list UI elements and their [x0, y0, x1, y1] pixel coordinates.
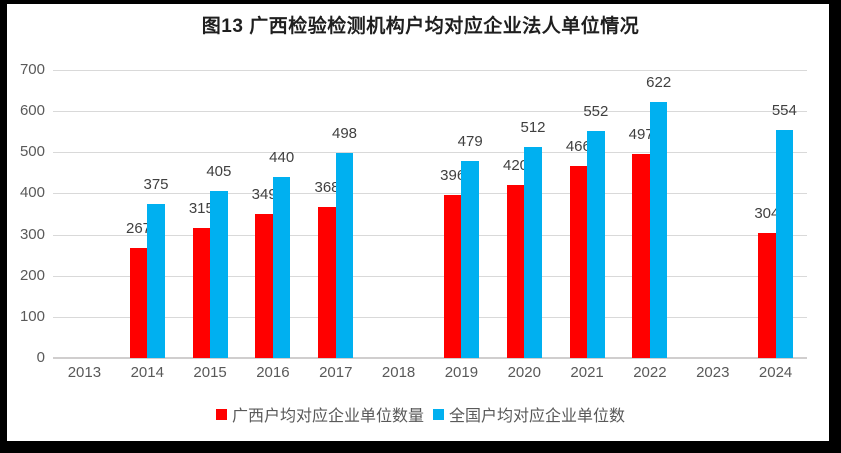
bar-label-series1-2014: 375 — [143, 175, 169, 193]
legend-swatch-national — [433, 408, 444, 420]
legend-swatch-guangxi — [215, 408, 227, 420]
bar-series1-2021 — [587, 130, 605, 358]
bar-series1-2020 — [524, 147, 542, 358]
x-tick-label-2019: 2019 — [444, 364, 479, 381]
bar-label-series1-2021: 552 — [583, 102, 609, 120]
bar-series0-2019 — [443, 195, 462, 358]
bar-series1-2016 — [272, 176, 291, 358]
y-tick-label-300: 300 — [19, 225, 45, 243]
gridline-200 — [53, 275, 807, 277]
legend-item-guangxi: 广西户均对应企业单位数量 — [215, 402, 424, 426]
x-tick-label-2021: 2021 — [570, 364, 604, 381]
legend-label-guangxi: 广西户均对应企业单位数量 — [231, 408, 424, 425]
bar-series1-2014 — [147, 203, 165, 358]
x-tick-label-2016: 2016 — [256, 364, 290, 381]
bar-series0-2022 — [632, 153, 650, 358]
bar-series0-2024 — [758, 232, 776, 358]
gridline-300 — [53, 234, 807, 236]
bar-label-series0-2016: 349 — [251, 186, 277, 204]
bar-series1-2022 — [649, 102, 668, 358]
y-tick-label-700: 700 — [19, 61, 45, 78]
bar-label-series0-2019: 396 — [440, 167, 466, 185]
legend-item-national: 全国户均对应企业单位数 — [433, 402, 625, 426]
gridline-400 — [53, 193, 807, 195]
bar-label-series1-2020: 512 — [520, 119, 546, 137]
bar-label-series0-2022: 497 — [628, 125, 654, 143]
y-tick-label-200: 200 — [19, 266, 45, 284]
x-tick-label-2017: 2017 — [319, 364, 353, 381]
x-tick-label-2018: 2018 — [381, 364, 416, 381]
bar-label-series1-2017: 498 — [331, 125, 358, 143]
y-tick-label-400: 400 — [19, 184, 45, 202]
bar-series0-2021 — [569, 166, 588, 358]
x-tick-label-2024: 2024 — [758, 364, 793, 381]
bar-series0-2015 — [192, 228, 211, 358]
bar-series0-2020 — [506, 185, 525, 358]
bar-series0-2017 — [318, 206, 336, 358]
x-tick-label-2015: 2015 — [193, 364, 227, 381]
bar-label-series1-2016: 440 — [269, 148, 295, 166]
bar-label-series1-2019: 479 — [457, 132, 483, 150]
gridline-100 — [53, 316, 807, 318]
x-tick-label-2023: 2023 — [696, 364, 730, 381]
bar-label-series1-2022: 622 — [646, 74, 672, 92]
y-tick-label-600: 600 — [19, 102, 45, 120]
legend: 广西户均对应企业单位数量 全国户均对应企业单位数 — [0, 402, 841, 426]
x-tick-label-2013: 2013 — [67, 364, 102, 381]
bar-label-series0-2014: 267 — [125, 220, 152, 238]
bar-label-series1-2024: 554 — [771, 102, 797, 120]
x-tick-label-2014: 2014 — [130, 364, 164, 381]
bar-label-series0-2017: 368 — [314, 178, 340, 196]
chart-title: 图13 广西检验检测机构户均对应企业法人单位情况 — [201, 16, 640, 37]
gridline-700 — [53, 70, 807, 71]
bar-series0-2016 — [255, 214, 273, 358]
bar-label-series0-2015: 315 — [188, 200, 214, 218]
legend-label-national: 全国户均对应企业单位数 — [449, 408, 626, 425]
y-tick-label-500: 500 — [19, 143, 45, 161]
x-axis-line — [53, 357, 807, 359]
bar-series1-2019 — [461, 160, 479, 358]
bar-label-series0-2020: 420 — [502, 157, 529, 175]
y-tick-label-0: 0 — [36, 349, 45, 366]
x-tick-label-2022: 2022 — [633, 364, 667, 381]
bar-series1-2015 — [210, 191, 228, 358]
y-tick-label-100: 100 — [19, 307, 45, 325]
x-tick-label-2020: 2020 — [507, 364, 541, 381]
bar-series1-2017 — [335, 153, 354, 358]
bar-series0-2014 — [129, 248, 148, 358]
bar-series1-2024 — [775, 130, 794, 358]
gridline-600 — [53, 111, 807, 113]
bar-label-series0-2021: 466 — [565, 138, 591, 156]
gridline-500 — [53, 152, 807, 154]
bar-label-series1-2015: 405 — [206, 163, 232, 181]
bar-label-series0-2024: 304 — [754, 204, 780, 222]
